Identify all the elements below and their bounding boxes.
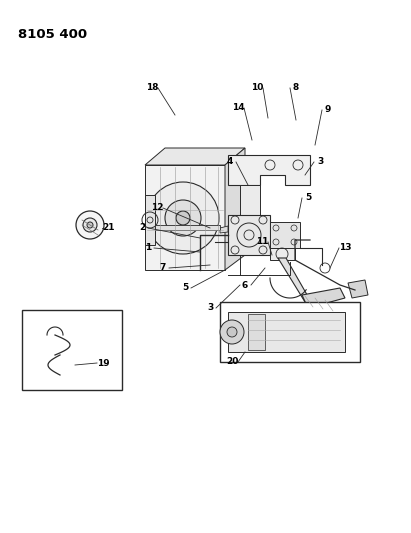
Circle shape	[76, 211, 104, 239]
Text: 2: 2	[139, 223, 145, 232]
Text: 10: 10	[251, 84, 263, 93]
Text: 19: 19	[97, 359, 109, 367]
Text: 12: 12	[151, 204, 163, 213]
Text: 9: 9	[325, 106, 331, 115]
Polygon shape	[220, 226, 228, 233]
Polygon shape	[155, 225, 220, 230]
Circle shape	[165, 200, 201, 236]
Text: 20: 20	[226, 358, 238, 367]
Polygon shape	[228, 312, 345, 352]
Text: 14: 14	[232, 103, 244, 112]
Text: 8: 8	[293, 84, 299, 93]
Text: 3: 3	[317, 157, 323, 166]
Circle shape	[176, 211, 190, 225]
Text: 6: 6	[242, 280, 248, 289]
Circle shape	[147, 182, 219, 254]
Text: 5: 5	[182, 284, 188, 293]
Polygon shape	[270, 222, 300, 248]
Polygon shape	[228, 215, 270, 255]
Polygon shape	[348, 280, 368, 298]
Polygon shape	[302, 288, 345, 308]
Polygon shape	[270, 248, 295, 260]
Text: 4: 4	[227, 157, 233, 166]
Polygon shape	[145, 195, 155, 245]
Circle shape	[83, 218, 97, 232]
Bar	[22, 310, 122, 390]
Text: 21: 21	[102, 223, 114, 232]
Text: 8105 400: 8105 400	[18, 28, 87, 41]
Text: 11: 11	[256, 238, 268, 246]
Polygon shape	[145, 148, 245, 165]
Polygon shape	[278, 258, 310, 302]
Text: 3: 3	[207, 303, 213, 312]
Bar	[220, 302, 360, 362]
Text: 1: 1	[145, 244, 151, 253]
Text: 18: 18	[146, 84, 158, 93]
Polygon shape	[248, 314, 265, 350]
Polygon shape	[228, 155, 310, 185]
Text: 13: 13	[339, 244, 351, 253]
Text: 7: 7	[160, 263, 166, 272]
Polygon shape	[145, 165, 225, 270]
Text: 5: 5	[305, 193, 311, 203]
Circle shape	[87, 222, 93, 228]
Polygon shape	[225, 148, 245, 270]
Polygon shape	[240, 185, 260, 215]
Circle shape	[220, 320, 244, 344]
Circle shape	[227, 327, 237, 337]
